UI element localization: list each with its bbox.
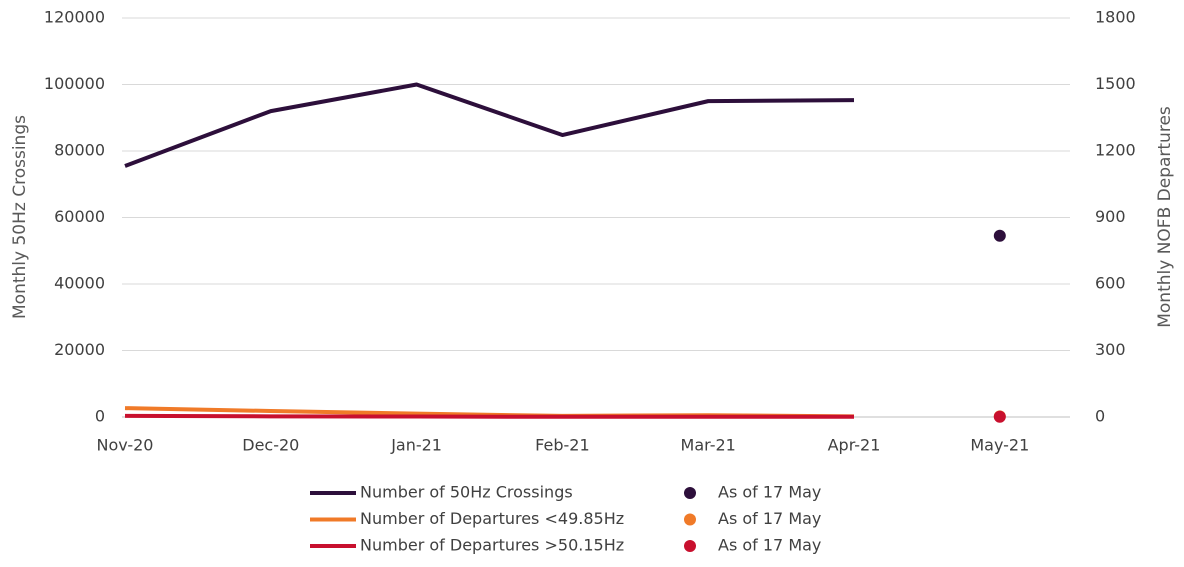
y2-tick-label: 1800 [1095,8,1136,27]
data-point [993,229,1006,242]
y-tick-label: 80000 [54,141,105,160]
x-tick-label: Jan-21 [390,436,442,455]
y-tick-label: 0 [95,407,105,426]
legend-swatch [684,540,696,552]
y2-tick-label: 300 [1095,340,1126,359]
y-tick-label: 60000 [54,207,105,226]
y2-tick-label: 0 [1095,407,1105,426]
legend-swatch [684,487,696,499]
y-tick-label: 20000 [54,340,105,359]
data-line [124,82,855,168]
y2-tick-label: 600 [1095,274,1126,293]
x-tick-label: Apr-21 [828,436,881,455]
y2-tick-label: 1200 [1095,141,1136,160]
y2-tick-label: 1500 [1095,74,1136,93]
legend-label: Number of Departures >50.15Hz [360,536,624,555]
y2-axis-title: Monthly NOFB Departures [1155,106,1175,328]
legend-swatch [684,513,696,526]
x-tick-label: Feb-21 [535,436,589,455]
x-tick-label: Nov-20 [97,436,154,455]
legend-label: As of 17 May [718,509,821,528]
x-tick-label: Mar-21 [681,436,736,455]
data-point [993,410,1006,423]
legend-label: Number of 50Hz Crossings [360,483,573,502]
y-axis-title: Monthly 50Hz Crossings [10,115,30,319]
y2-tick-label: 900 [1095,207,1126,226]
legend-label: As of 17 May [718,483,821,502]
x-tick-label: Dec-20 [242,436,299,455]
legend-label: As of 17 May [718,536,821,555]
x-tick-label: May-21 [970,436,1029,455]
y-tick-label: 40000 [54,274,105,293]
legend-label: Number of Departures <49.85Hz [360,509,624,528]
y-tick-label: 120000 [44,8,105,27]
y-tick-label: 100000 [44,74,105,93]
data-line [124,413,854,419]
